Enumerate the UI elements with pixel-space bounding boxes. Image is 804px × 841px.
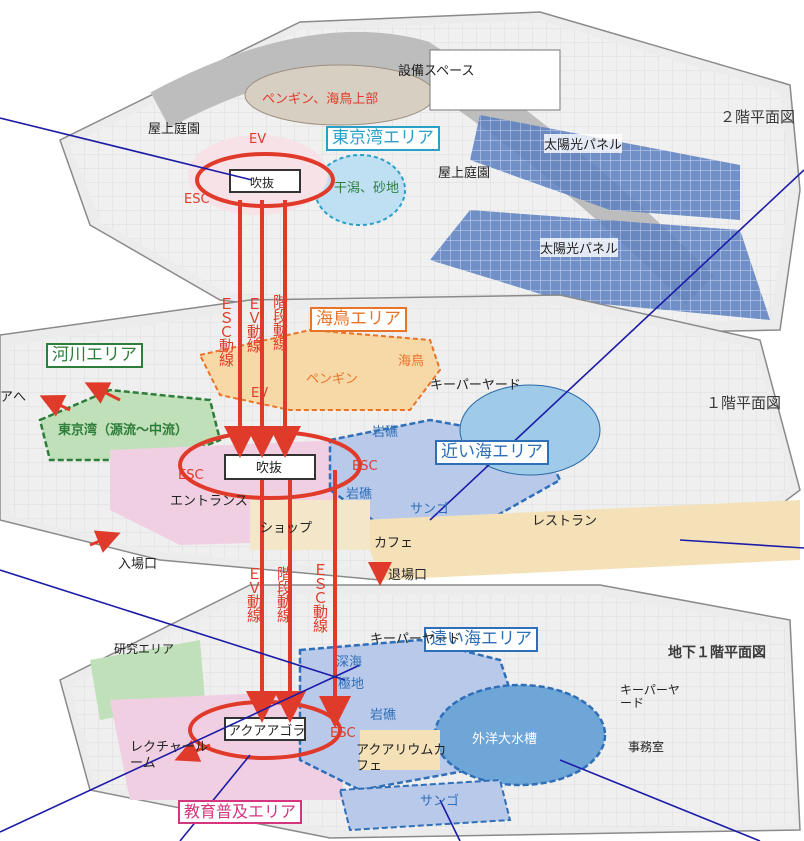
solar-panel-1: [470, 115, 740, 220]
esc-f2-label: ESC: [184, 192, 210, 207]
atrium-f2-label: 吹抜: [250, 176, 275, 190]
near-sea-area-box: 近い海エリア: [435, 440, 549, 466]
esc-f1-right-label: ESC: [352, 459, 378, 474]
stairs-flow-upper-label: 階段動線: [271, 294, 289, 350]
floor-b1-title: 地下１階平面図: [668, 645, 766, 661]
to-area-label: アへ: [0, 390, 27, 405]
polar-label: 極地: [338, 677, 365, 692]
ocean-tank: [433, 683, 607, 787]
floor-2-title: ２階平面図: [720, 108, 796, 126]
river-area-box: 河川エリア: [46, 343, 143, 369]
esc-flow-lower-label: ＥＳＣ動線: [311, 562, 329, 632]
equipment-space-label: 設備スペース: [398, 64, 475, 79]
education-area-box: 教育普及エリア: [178, 800, 303, 824]
atrium-f1-label: 吹抜: [256, 461, 283, 476]
lecture-room-label: レクチャールーム: [130, 740, 208, 771]
penguin-label: ペンギン: [306, 372, 359, 387]
tokyo-bay-source-label: 東京湾（源流～中流）: [58, 423, 189, 438]
shop-label: ショップ: [260, 521, 313, 536]
ocean-tank-label: 外洋大水槽: [472, 732, 538, 747]
deep-sea-label: 深海: [336, 655, 363, 670]
seabird-label: 海鳥: [398, 354, 425, 369]
tidal-flat-label: 干潟、砂地: [334, 181, 400, 196]
aquarium-cafe-label: アクアリウムカフェ: [356, 743, 447, 774]
restaurant-label: レストラン: [532, 514, 598, 529]
roof-garden-right-label: 屋上庭園: [438, 166, 491, 181]
coral-b1-label: サンゴ: [420, 794, 460, 809]
roof-garden-left-label: 屋上庭園: [148, 122, 201, 137]
keeper-yard-f1-label: キーパーヤード: [430, 378, 521, 393]
solar-panel-2: [430, 210, 770, 320]
ev-flow-upper-label: ＥＶ動線: [245, 296, 263, 352]
solar-panel-1-label: 太陽光パネル: [544, 134, 623, 153]
research-area-label: 研究エリア: [114, 642, 175, 656]
ev-f1-label: EV: [251, 386, 269, 401]
ev-b1-label: EV: [251, 690, 269, 705]
tokyo-bay-area-box: 東京湾エリア: [326, 126, 440, 152]
far-sea-area-box: 遠い海エリア: [424, 627, 538, 653]
circulation-flows: [39, 152, 392, 762]
floor-1-title: １階平面図: [706, 394, 782, 412]
seabird-area-box: 海鳥エリア: [310, 307, 407, 333]
penguin-top-label: ペンギン、海鳥上部: [262, 92, 379, 107]
rock-f1-2-label: 岩礁: [346, 487, 373, 502]
exit-gate-label: 退場口: [388, 568, 428, 583]
esc-b1-label: ESC: [330, 726, 356, 741]
cafe-f1-label: カフェ: [374, 536, 414, 551]
office-label: 事務室: [628, 740, 665, 754]
esc-flow-upper-label: ＥＳＣ動線: [217, 296, 235, 366]
ev-f2-label: EV: [249, 132, 267, 147]
ev-flow-lower-label: ＥＶ動線: [245, 566, 263, 622]
entrance-label: エントランス: [170, 494, 248, 509]
rock-b1-label: 岩礁: [370, 708, 397, 723]
esc-f1-left-label: ESC: [178, 468, 204, 483]
entry-gate-label: 入場口: [118, 557, 158, 572]
stairs-flow-lower-label: 階段動線: [275, 566, 293, 622]
keeper-yard-b1-right-label: キーパーヤード: [620, 683, 680, 711]
keeper-yard-b1-label: キーパーヤード: [370, 632, 461, 647]
solar-panel-2-label: 太陽光パネル: [540, 238, 619, 257]
coral-f1-label: サンゴ: [410, 502, 450, 517]
rock-f1-1-label: 岩礁: [372, 425, 399, 440]
aqua-agora-label: アクアアゴラ: [228, 724, 306, 739]
